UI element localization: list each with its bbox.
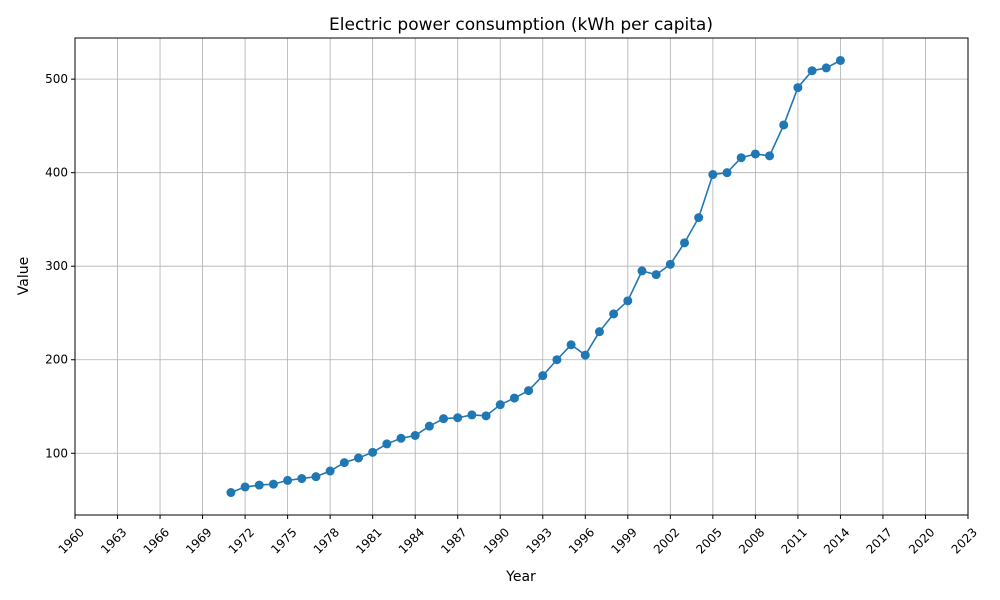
data-point-1981 [368,447,378,457]
x-tick-label: 1978 [311,525,342,556]
data-point-2008 [750,149,760,159]
data-point-1987 [453,413,463,423]
data-point-1996 [580,350,590,360]
data-point-2004 [694,213,704,223]
x-tick-label: 1960 [56,525,87,556]
x-tick-label: 1999 [608,525,639,556]
data-point-1983 [396,433,406,443]
data-point-1971 [226,488,236,498]
data-point-2006 [722,168,732,178]
data-point-1995 [566,340,576,350]
data-point-2010 [779,120,789,130]
data-point-2014 [835,55,845,65]
y-tick-label: 500 [45,72,68,86]
plot-area-frame [74,37,969,516]
data-point-1986 [439,414,449,424]
x-tick-label: 2002 [651,525,682,556]
x-tick-label: 1981 [353,525,384,556]
data-point-1993 [538,371,548,381]
data-point-2007 [736,153,746,163]
x-tick-label: 2005 [693,525,724,556]
x-tick-label: 1975 [268,525,299,556]
y-tick-label: 300 [45,259,68,273]
data-point-1975 [283,475,293,485]
chart-title: Electric power consumption (kWh per capi… [329,15,713,35]
x-tick-label: 2008 [736,525,767,556]
x-tick-label: 2014 [821,525,852,556]
x-tick-label: 2011 [778,525,809,556]
data-point-1977 [311,472,321,482]
y-tick-label: 200 [45,353,68,367]
data-point-2000 [637,266,647,276]
data-point-2009 [765,151,775,161]
data-point-1990 [495,400,505,410]
x-tick-label: 1969 [183,525,214,556]
data-point-1972 [240,482,250,492]
x-tick-label: 1963 [98,525,129,556]
y-tick-label: 100 [45,446,68,460]
data-point-2011 [793,83,803,93]
data-point-2012 [807,66,817,76]
x-tick-label: 1990 [481,525,512,556]
data-point-1976 [297,474,307,484]
series-line [230,59,841,494]
y-axis-ticks: 100 200 300 400 500 [45,72,75,460]
data-points [226,55,845,498]
x-tick-label: 2023 [949,525,980,556]
data-point-1991 [509,393,519,403]
x-tick-label: 1984 [396,525,427,556]
data-point-1999 [623,296,633,306]
data-point-2002 [665,259,675,269]
x-tick-label: 2017 [864,525,895,556]
data-point-1992 [524,386,534,396]
data-point-1982 [382,439,392,449]
data-point-1985 [424,421,434,431]
x-tick-label: 2020 [906,525,937,556]
x-tick-label: 1996 [566,525,597,556]
x-tick-label: 1972 [226,525,257,556]
data-point-1980 [353,453,363,463]
y-tick-label: 400 [45,166,68,180]
data-point-1988 [467,410,477,420]
data-point-1974 [268,479,278,489]
grid [74,38,969,515]
data-point-1979 [339,458,349,468]
data-point-1997 [594,327,604,337]
data-point-1989 [481,411,491,421]
x-axis-ticks: 1960 1963 1966 1969 1972 1975 1978 1981 1984 1987… [56,515,980,557]
data-point-1998 [609,309,619,319]
y-axis-label: Value [16,257,32,295]
x-tick-label: 1993 [523,525,554,556]
data-point-2003 [680,238,690,248]
x-tick-label: 1987 [438,525,469,556]
data-point-2013 [821,63,831,73]
data-point-1978 [325,466,335,476]
data-point-1984 [410,431,420,440]
data-point-2005 [708,170,718,180]
data-point-1973 [254,480,264,490]
data-point-2001 [651,270,661,280]
x-tick-label: 1966 [141,525,172,556]
x-axis-label: Year [505,569,536,585]
data-point-1994 [552,355,562,365]
